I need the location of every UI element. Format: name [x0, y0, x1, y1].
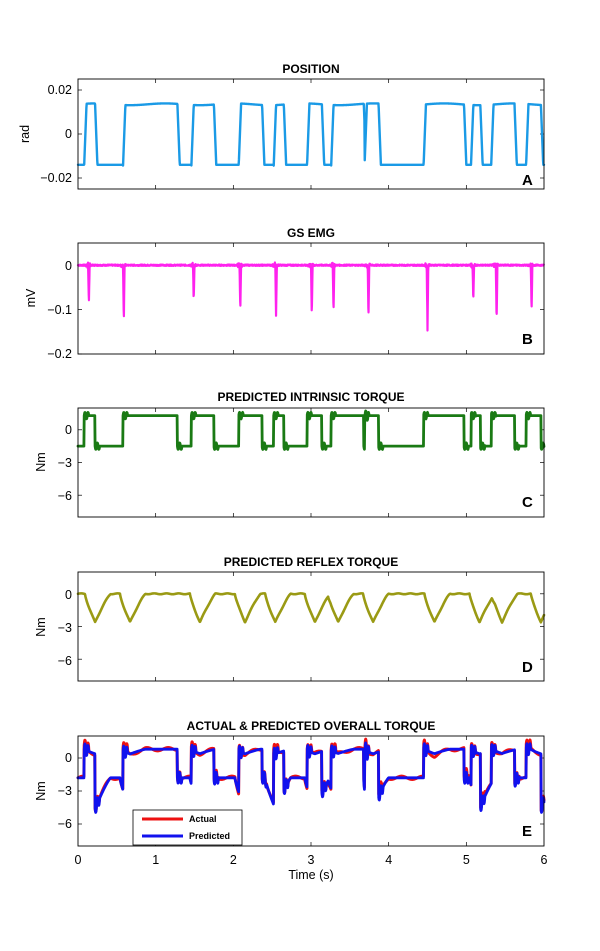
panel-a-ytick: 0 [65, 127, 72, 141]
panel-b-ytick: −0.2 [47, 347, 72, 361]
panel-a: POSITION rad 0.02 0 −0.02 A [18, 62, 546, 190]
x-axis-label: Time (s) [288, 868, 333, 882]
emg-line [76, 261, 545, 332]
x-tick-labels: 0 1 2 3 4 5 6 [75, 853, 548, 867]
panel-e-ytick: −6 [58, 817, 72, 831]
panel-a-ylabel: rad [18, 125, 32, 143]
x-tick: 5 [463, 853, 470, 867]
panel-d-title: PREDICTED REFLEX TORQUE [224, 555, 398, 569]
panel-c: PREDICTED INTRINSIC TORQUE Nm 0 −3 −6 C [34, 390, 546, 518]
panel-d: PREDICTED REFLEX TORQUE Nm 0 −3 −6 D [34, 555, 546, 682]
panel-c-title: PREDICTED INTRINSIC TORQUE [217, 390, 404, 404]
panel-b-ytick: −0.1 [47, 303, 72, 317]
axes-frame [77, 735, 545, 847]
panel-b-ylabel: mV [24, 288, 38, 307]
panel-c-ytick: 0 [65, 423, 72, 437]
panel-e-ytick: 0 [65, 751, 72, 765]
panel-a-axes [76, 78, 546, 190]
panel-d-ytick: −3 [58, 621, 72, 635]
panel-e: ACTUAL & PREDICTED OVERALL TORQUE Nm 0 −… [34, 719, 548, 882]
panel-c-ylabel: Nm [34, 452, 48, 471]
panel-d-ytick: −6 [58, 654, 72, 668]
position-line [76, 102, 546, 167]
axes-frame [77, 571, 545, 682]
panel-b-letter: B [522, 331, 533, 348]
panel-c-ytick: −3 [58, 456, 72, 470]
panel-d-ylabel: Nm [34, 617, 48, 636]
panel-b: GS EMG mV 0 −0.1 −0.2 B [24, 226, 545, 361]
axes-frame [77, 78, 545, 190]
axes-frame [77, 242, 545, 355]
legend-predicted-label: Predicted [189, 831, 230, 841]
panel-e-ylabel: Nm [34, 781, 48, 800]
panel-b-ytick: 0 [65, 259, 72, 273]
panel-a-title: POSITION [282, 62, 339, 76]
x-tick: 2 [230, 853, 237, 867]
legend: Actual Predicted [132, 809, 243, 846]
legend-box [132, 809, 243, 846]
panel-a-letter: A [522, 172, 533, 189]
intrinsic-torque-line [76, 409, 546, 451]
legend-actual-label: Actual [189, 814, 217, 824]
panel-d-axes [76, 571, 546, 682]
x-tick: 1 [152, 853, 159, 867]
panel-b-title: GS EMG [287, 226, 335, 240]
panel-e-title: ACTUAL & PREDICTED OVERALL TORQUE [187, 719, 436, 733]
panel-c-letter: C [522, 494, 533, 511]
panel-e-letter: E [522, 823, 532, 840]
panel-b-axes [76, 242, 545, 355]
x-tick: 3 [308, 853, 315, 867]
x-tick: 6 [541, 853, 548, 867]
reflex-torque-line [76, 592, 546, 624]
panel-c-ytick: −6 [58, 489, 72, 503]
panel-a-ytick: −0.02 [40, 171, 72, 185]
predicted-torque-line [76, 741, 546, 814]
panel-c-axes [76, 407, 546, 518]
panel-e-ytick: −3 [58, 784, 72, 798]
x-tick: 4 [385, 853, 392, 867]
panel-d-letter: D [522, 659, 533, 676]
panel-e-axes [76, 735, 546, 847]
panel-d-ytick: 0 [65, 588, 72, 602]
axes-frame [77, 407, 545, 518]
x-tick: 0 [75, 853, 82, 867]
panel-a-ytick: 0.02 [48, 83, 72, 97]
